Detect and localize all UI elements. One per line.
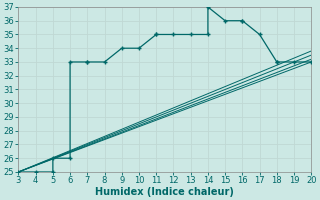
X-axis label: Humidex (Indice chaleur): Humidex (Indice chaleur) [95,187,234,197]
